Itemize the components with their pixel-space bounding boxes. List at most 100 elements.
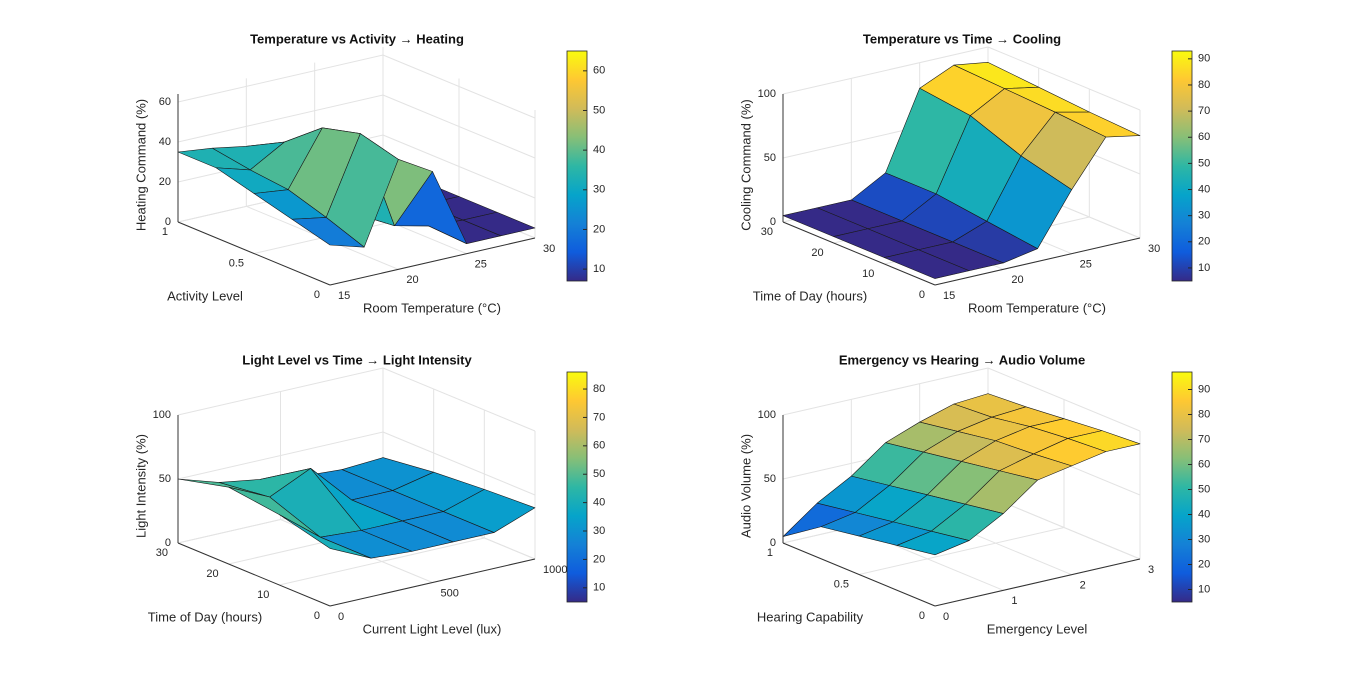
- y-tick-label: 10: [862, 268, 874, 280]
- z-tick-label: 60: [159, 96, 171, 108]
- colorbar: [1171, 371, 1193, 603]
- y-tick-label: 0.5: [834, 578, 849, 590]
- grid-line: [382, 431, 536, 496]
- z-tick-label: 100: [758, 409, 776, 421]
- grid-line: [382, 54, 536, 119]
- y-axis-label: Hearing Capability: [757, 609, 864, 624]
- z-axis-label: Heating Command (%): [133, 99, 148, 231]
- x-axis-label: Room Temperature (°C): [968, 300, 1106, 315]
- x-tick-label: 1: [1011, 595, 1017, 607]
- colorbar-tick-label: 20: [593, 223, 605, 235]
- y-tick-label: 30: [761, 226, 773, 238]
- colorbar-tick-label: 10: [593, 582, 605, 594]
- grid-line: [177, 54, 384, 103]
- grid-line: [279, 537, 485, 586]
- colorbar-tick-label: 80: [593, 383, 605, 395]
- axis-line: [782, 221, 936, 286]
- y-tick-label: 20: [206, 568, 218, 580]
- colorbar-tick-label: 70: [1198, 433, 1210, 445]
- colorbar-tick-label: 50: [1198, 157, 1210, 169]
- axis-line: [329, 558, 536, 607]
- x-tick-label: 30: [1148, 243, 1160, 255]
- y-axis-label: Time of Day (hours): [148, 609, 262, 624]
- y-axis-label: Activity Level: [167, 288, 243, 303]
- chart-title: Emergency vs Hearing → Audio Volume: [839, 352, 1085, 367]
- y-tick-label: 30: [156, 547, 168, 559]
- surface-cell: [291, 217, 365, 248]
- grid-line: [987, 367, 1141, 432]
- colorbar-tick-label: 30: [1198, 533, 1210, 545]
- colorbar-tick-label: 70: [593, 411, 605, 423]
- grid-line: [382, 94, 536, 159]
- z-tick-label: 0: [165, 537, 171, 549]
- z-axis-label: Cooling Command (%): [738, 99, 753, 231]
- axis-line: [177, 221, 331, 286]
- z-tick-label: 0: [165, 216, 171, 228]
- x-tick-label: 500: [441, 587, 459, 599]
- z-axis-label: Light Intensity (%): [133, 434, 148, 538]
- colorbar-tick-label: 20: [1198, 558, 1210, 570]
- colorbar-tick-label: 80: [1198, 408, 1210, 420]
- x-tick-label: 2: [1080, 580, 1086, 592]
- colorbar-tick-label: 30: [593, 184, 605, 196]
- z-tick-label: 100: [758, 88, 776, 100]
- x-tick-label: 0: [338, 611, 344, 623]
- y-tick-label: 1: [767, 547, 773, 559]
- colorbar-tick-label: 50: [1198, 483, 1210, 495]
- colorbar-tick-label: 30: [1198, 210, 1210, 222]
- chart-title: Temperature vs Activity → Heating: [250, 31, 464, 46]
- x-tick-label: 15: [338, 290, 350, 302]
- z-tick-label: 50: [764, 473, 776, 485]
- colorbar-tick-label: 60: [1198, 458, 1210, 470]
- chart-title: Light Level vs Time → Light Intensity: [242, 352, 472, 367]
- x-tick-label: 15: [943, 290, 955, 302]
- x-axis-label: Emergency Level: [987, 621, 1088, 636]
- x-axis-label: Room Temperature (°C): [363, 300, 501, 315]
- grid-line: [177, 431, 384, 480]
- y-tick-label: 0: [919, 289, 925, 301]
- y-tick-label: 1: [162, 226, 168, 238]
- colorbar-tick-label: 60: [593, 440, 605, 452]
- y-tick-label: 20: [811, 247, 823, 259]
- colorbar: [1171, 50, 1193, 282]
- x-tick-label: 0: [943, 611, 949, 623]
- y-tick-label: 0: [919, 610, 925, 622]
- colorbar-tick-label: 70: [1198, 105, 1210, 117]
- z-tick-label: 0: [770, 216, 776, 228]
- x-axis-label: Current Light Level (lux): [363, 621, 502, 636]
- x-tick-label: 1000: [543, 564, 567, 576]
- colorbar-tick-label: 40: [1198, 508, 1210, 520]
- axis-line: [934, 558, 1141, 607]
- colorbar-tick-label: 90: [1198, 53, 1210, 65]
- colorbar-tick-label: 40: [593, 497, 605, 509]
- x-tick-label: 25: [1080, 259, 1092, 271]
- axis-line: [782, 542, 936, 607]
- grid-line: [177, 94, 384, 143]
- surface-cell: [279, 514, 372, 559]
- z-tick-label: 100: [153, 409, 171, 421]
- grid-line: [782, 46, 989, 95]
- colorbar-tick-label: 40: [1198, 183, 1210, 195]
- z-tick-label: 0: [770, 537, 776, 549]
- y-tick-label: 0: [314, 289, 320, 301]
- colorbar-tick-label: 10: [593, 263, 605, 275]
- colorbar-tick-label: 10: [1198, 583, 1210, 595]
- axis-line: [934, 237, 1141, 286]
- colorbar-tick-label: 30: [593, 525, 605, 537]
- colorbar-tick-label: 90: [1198, 383, 1210, 395]
- colorbar: [566, 371, 588, 603]
- colorbar: [566, 50, 588, 282]
- surface-cell: [896, 530, 970, 556]
- axis-line: [329, 237, 536, 286]
- colorbar-tick-label: 10: [1198, 262, 1210, 274]
- chart-title: Temperature vs Time → Cooling: [863, 31, 1061, 46]
- grid-line: [987, 495, 1141, 560]
- colorbar-tick-label: 50: [593, 468, 605, 480]
- x-tick-label: 3: [1148, 564, 1154, 576]
- z-tick-label: 50: [764, 152, 776, 164]
- y-tick-label: 0: [314, 610, 320, 622]
- z-tick-label: 40: [159, 136, 171, 148]
- colorbar-tick-label: 20: [593, 553, 605, 565]
- grid-line: [987, 46, 1141, 111]
